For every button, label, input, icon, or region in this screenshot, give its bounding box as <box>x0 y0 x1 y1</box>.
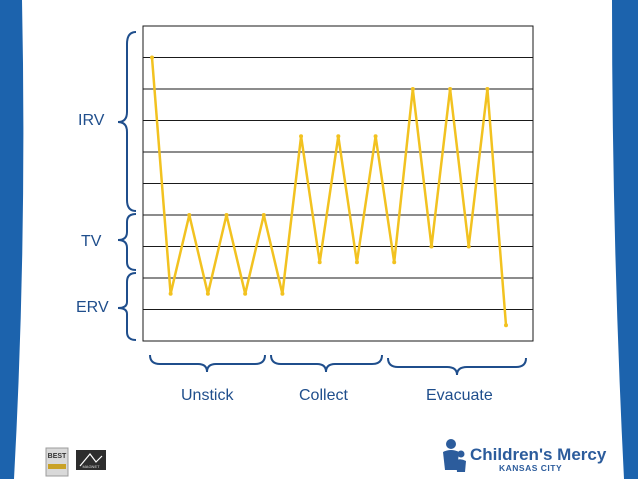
irv-label: IRV <box>78 112 105 129</box>
erv-label: ERV <box>76 299 109 316</box>
data-point <box>410 87 415 91</box>
series-points <box>150 55 508 328</box>
data-point <box>205 291 210 296</box>
data-point <box>448 87 453 91</box>
data-point <box>317 260 322 265</box>
unstick-label: Unstick <box>181 387 234 404</box>
logo-location: KANSAS CITY <box>499 463 562 473</box>
unstick-brace <box>149 354 266 373</box>
magnet-badge <box>76 450 106 470</box>
data-point <box>224 213 229 217</box>
left-braces <box>117 31 137 341</box>
data-point <box>392 260 397 265</box>
data-point <box>150 55 154 60</box>
data-point <box>504 323 508 328</box>
bottom-braces <box>149 354 527 376</box>
data-point <box>243 291 248 296</box>
data-point <box>168 291 173 296</box>
data-point <box>485 87 490 91</box>
best-badge-text: BEST <box>48 453 67 460</box>
gridlines <box>143 57 533 310</box>
evacuate-label: Evacuate <box>426 387 493 404</box>
chart <box>142 25 534 342</box>
irv-brace <box>117 31 137 212</box>
data-point <box>429 244 434 249</box>
tv-brace <box>117 213 137 271</box>
magnet-badge-text: MAGNET <box>82 464 100 469</box>
data-point <box>187 213 192 217</box>
evacuate-brace <box>387 357 527 376</box>
logo-name: Children's Mercy <box>470 445 607 464</box>
tv-label: TV <box>81 233 102 250</box>
logo-mark <box>443 439 466 472</box>
collect-brace <box>270 354 383 373</box>
erv-brace <box>117 272 137 341</box>
data-point <box>261 213 266 217</box>
data-point <box>466 244 471 249</box>
data-point <box>373 134 378 139</box>
slide-panel <box>14 0 624 479</box>
data-point <box>354 260 359 265</box>
collect-label: Collect <box>299 387 348 404</box>
data-point <box>336 134 341 139</box>
data-point <box>299 134 304 139</box>
series-line <box>150 57 508 326</box>
award-badges: BEST MAGNET <box>45 447 106 477</box>
data-point <box>280 291 285 296</box>
